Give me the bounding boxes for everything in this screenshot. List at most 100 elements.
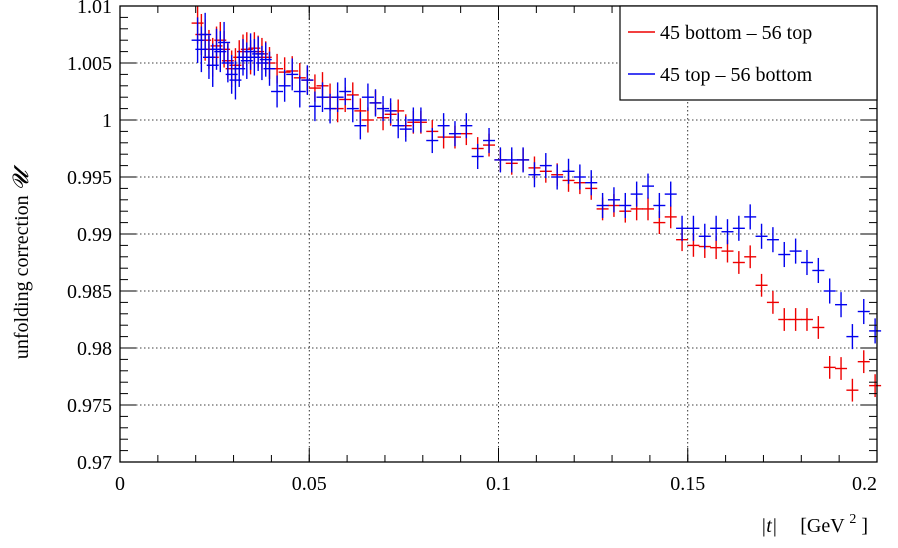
data-point bbox=[789, 308, 802, 331]
data-point bbox=[293, 75, 306, 108]
data-point bbox=[316, 82, 329, 113]
data-point bbox=[505, 147, 518, 173]
data-point bbox=[448, 121, 461, 147]
data-markers bbox=[191, 6, 882, 402]
x-axis-title-var: |t| bbox=[761, 515, 778, 537]
x-tick-label: 0.15 bbox=[670, 473, 705, 495]
data-point bbox=[664, 205, 677, 229]
data-point bbox=[744, 245, 757, 269]
data-point bbox=[346, 94, 359, 123]
x-axis-title-unit-close: ] bbox=[861, 515, 868, 537]
data-point bbox=[698, 223, 711, 249]
data-point bbox=[778, 241, 791, 268]
legend-label-blue: 45 top – 56 bottom bbox=[660, 64, 813, 86]
legend: 45 bottom – 56 top 45 top – 56 bottom bbox=[619, 5, 878, 101]
x-tick-label: 0.05 bbox=[292, 473, 327, 495]
data-point bbox=[414, 107, 427, 133]
data-point bbox=[846, 378, 859, 402]
data-point bbox=[676, 215, 689, 241]
data-point bbox=[271, 75, 284, 108]
data-point bbox=[539, 153, 552, 179]
legend-box bbox=[619, 5, 878, 101]
data-point bbox=[766, 227, 779, 253]
y-tick-label: 0.98 bbox=[77, 338, 112, 360]
data-point bbox=[800, 249, 813, 276]
data-point bbox=[710, 215, 723, 241]
data-point bbox=[857, 350, 870, 374]
y-tick-label: 1.005 bbox=[67, 53, 112, 75]
data-point bbox=[630, 181, 643, 207]
data-point bbox=[324, 93, 337, 124]
y-tick-label: 0.995 bbox=[67, 167, 112, 189]
x-axis-title-unit-sup: 2 bbox=[849, 512, 856, 527]
data-point bbox=[812, 257, 825, 284]
data-point bbox=[369, 89, 382, 117]
x-tick-label: 0.1 bbox=[486, 473, 511, 495]
data-point bbox=[218, 21, 231, 63]
data-point bbox=[789, 238, 802, 264]
data-point bbox=[361, 83, 374, 111]
data-point bbox=[551, 164, 564, 190]
data-point bbox=[619, 192, 632, 219]
data-point bbox=[800, 308, 813, 331]
data-point bbox=[732, 215, 745, 241]
data-point bbox=[823, 355, 836, 379]
data-point bbox=[869, 318, 882, 344]
data-point bbox=[607, 187, 620, 213]
data-point bbox=[471, 143, 484, 170]
y-tick-label: 0.975 bbox=[67, 395, 112, 417]
data-point bbox=[517, 147, 530, 173]
data-point bbox=[596, 192, 609, 219]
data-point bbox=[483, 127, 496, 154]
y-tick-labels: 0.97 0.975 0.98 0.985 0.99 0.995 1 1.005 1.01 bbox=[67, 0, 112, 474]
data-point bbox=[263, 51, 276, 86]
data-point bbox=[823, 278, 836, 304]
data-point bbox=[460, 113, 473, 139]
data-point bbox=[361, 107, 374, 133]
data-point bbox=[744, 204, 757, 230]
data-point bbox=[331, 82, 344, 113]
data-point bbox=[766, 291, 779, 314]
data-point bbox=[573, 164, 586, 190]
y-axis-title-text: unfolding correction bbox=[11, 195, 33, 359]
x-axis-title: |t| [GeV 2 ] bbox=[761, 506, 868, 537]
data-point bbox=[399, 116, 412, 142]
data-point bbox=[494, 147, 507, 173]
y-tick-label: 0.985 bbox=[67, 281, 112, 303]
x-axis-title-unit: [GeV bbox=[800, 515, 845, 537]
y-axis-title-symbol: 𝓤 bbox=[8, 164, 33, 190]
data-point bbox=[562, 158, 575, 184]
y-tick-label: 1 bbox=[102, 110, 112, 132]
data-point bbox=[426, 127, 439, 154]
legend-label-red: 45 bottom – 56 top bbox=[660, 22, 812, 44]
data-point bbox=[755, 273, 768, 297]
y-axis-title: unfolding correction 𝓤 bbox=[8, 164, 33, 359]
data-point bbox=[687, 215, 700, 241]
x-tick-labels: 0 0.05 0.1 0.15 0.2 bbox=[115, 473, 877, 495]
data-point bbox=[308, 91, 321, 122]
data-point bbox=[664, 181, 677, 207]
data-point bbox=[812, 316, 825, 339]
y-tick-label: 0.99 bbox=[77, 224, 112, 246]
data-point bbox=[835, 292, 848, 318]
x-tick-label: 0.2 bbox=[852, 473, 877, 495]
data-point bbox=[732, 251, 745, 274]
data-point bbox=[653, 192, 666, 219]
data-point bbox=[721, 219, 734, 245]
data-point bbox=[846, 324, 859, 350]
data-point bbox=[392, 113, 405, 139]
x-tick-label: 0 bbox=[115, 473, 125, 495]
y-tick-label: 0.97 bbox=[77, 452, 112, 474]
data-point bbox=[339, 77, 352, 106]
data-point bbox=[857, 298, 870, 325]
data-point bbox=[755, 223, 768, 249]
data-point bbox=[585, 170, 598, 196]
data-point bbox=[384, 98, 397, 124]
data-point bbox=[437, 113, 450, 139]
data-point bbox=[377, 96, 390, 122]
data-point bbox=[199, 12, 212, 57]
data-point bbox=[835, 357, 848, 380]
data-point bbox=[528, 162, 541, 188]
data-point bbox=[354, 112, 367, 140]
